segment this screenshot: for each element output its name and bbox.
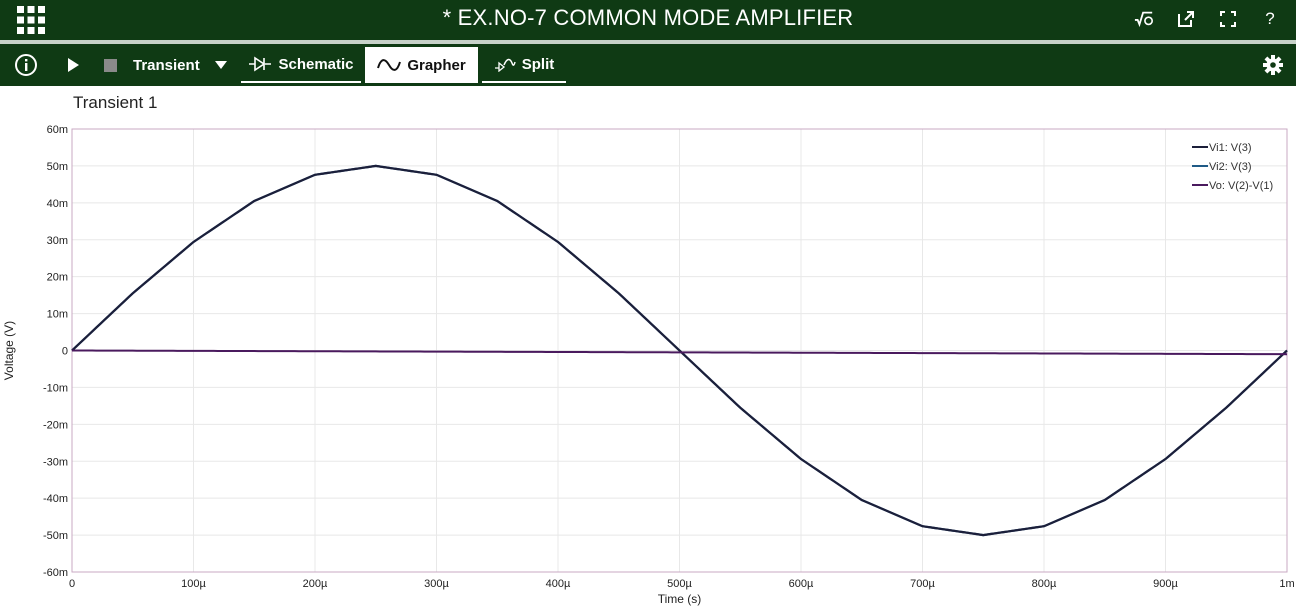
legend-entry: Vi1: V(3) (1209, 142, 1252, 154)
x-tick-label: 700µ (910, 578, 935, 590)
tab-grapher[interactable]: Grapher (365, 47, 478, 83)
waveform-icon (377, 59, 402, 71)
series-line (71, 349, 1288, 356)
x-tick-label: 200µ (303, 578, 328, 590)
run-button[interactable] (66, 44, 80, 86)
x-tick-label: 800µ (1032, 578, 1057, 590)
graph-title: Transient 1 (73, 93, 158, 112)
y-tick-label: 30m (47, 235, 68, 247)
y-axis-label: Voltage (V) (2, 321, 16, 380)
axis-ticks: 0 100µ 200µ 300µ 400µ 500µ 600µ 700µ 800µ 900µ 1m 6… (43, 124, 1295, 590)
schematic-icon (249, 56, 272, 72)
info-icon[interactable] (14, 44, 38, 86)
plot-series (71, 164, 1288, 537)
chevron-down-icon (214, 61, 227, 69)
y-tick-label: 60m (47, 124, 68, 136)
y-tick-label: 10m (47, 309, 68, 321)
x-tick-label: 900µ (1153, 578, 1178, 590)
simulate-icon[interactable] (1134, 9, 1154, 29)
plot-legend: Vi1: V(3) Vi2: V(3) Vo: V(2)-V(1) (1192, 142, 1273, 192)
split-icon (494, 58, 516, 72)
tab-grapher-label: Grapher (407, 56, 466, 74)
analysis-select[interactable]: Transient (133, 44, 228, 86)
y-tick-label: -30m (43, 456, 68, 468)
y-tick-label: -50m (43, 530, 68, 542)
title-separator (0, 40, 1296, 44)
x-tick-label: 400µ (546, 578, 571, 590)
tab-schematic-label: Schematic (278, 55, 354, 73)
y-tick-label: 50m (47, 161, 68, 173)
transient-plot[interactable]: 0 100µ 200µ 300µ 400µ 500µ 600µ 700µ 800µ 900µ 1m 6… (0, 86, 1296, 616)
y-tick-label: -20m (43, 419, 68, 431)
title-bar: * EX.NO-7 COMMON MODE AMPLIFIER ? (0, 0, 1296, 40)
tab-split[interactable]: Split (482, 47, 566, 83)
export-icon[interactable] (1176, 9, 1196, 29)
help-icon[interactable]: ? (1265, 9, 1275, 28)
y-tick-label: -10m (43, 382, 68, 394)
series-line (71, 164, 1288, 537)
x-tick-label: 300µ (424, 578, 449, 590)
x-tick-label: 100µ (181, 578, 206, 590)
analysis-select-label: Transient (133, 56, 200, 74)
y-tick-label: 0 (62, 346, 68, 358)
tab-schematic[interactable]: Schematic (241, 47, 361, 83)
y-tick-label: 40m (47, 198, 68, 210)
x-tick-label: 1m (1279, 578, 1294, 590)
stop-button[interactable] (104, 44, 117, 86)
x-tick-label: 500µ (667, 578, 692, 590)
x-axis-label: Time (s) (658, 592, 702, 606)
toolbar: Transient Schematic Grapher Split (0, 44, 1296, 86)
app-title: * EX.NO-7 COMMON MODE AMPLIFIER (442, 5, 854, 30)
legend-entry: Vi2: V(3) (1209, 161, 1252, 173)
fullscreen-icon[interactable] (1218, 9, 1238, 29)
settings-gear-icon[interactable] (1262, 44, 1284, 86)
x-tick-label: 600µ (789, 578, 814, 590)
app-menu-grid-icon[interactable] (16, 5, 46, 35)
y-tick-label: -40m (43, 493, 68, 505)
legend-entry: Vo: V(2)-V(1) (1209, 180, 1273, 192)
y-tick-label: 20m (47, 272, 68, 284)
x-tick-label: 0 (69, 578, 75, 590)
y-tick-label: -60m (43, 567, 68, 579)
tab-split-label: Split (521, 55, 555, 73)
